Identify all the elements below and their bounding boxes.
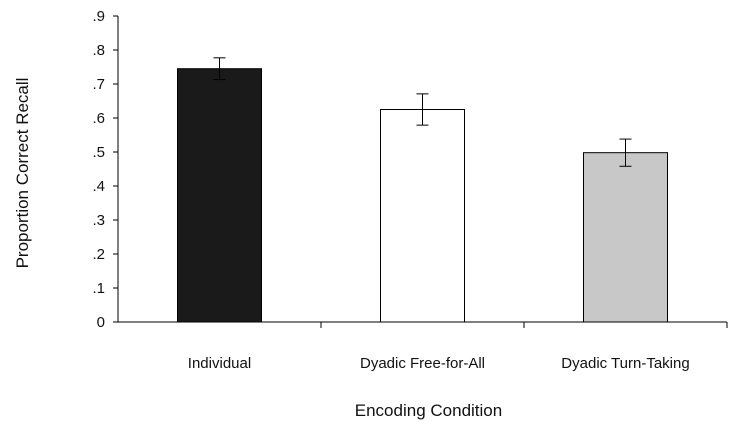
x-category-label: Dyadic Free-for-All bbox=[360, 355, 485, 372]
y-tick-label: 0 bbox=[97, 314, 105, 331]
y-axis-ticks: 0 .1 .2 .3 .4 .5 .6 .7 .8 .9 bbox=[92, 8, 118, 331]
y-tick-label: .6 bbox=[92, 110, 105, 127]
y-tick-label: .1 bbox=[92, 280, 105, 297]
y-tick-label: .9 bbox=[92, 8, 105, 25]
error-bars bbox=[213, 57, 632, 167]
y-tick-label: .7 bbox=[92, 76, 105, 93]
x-category-label: Individual bbox=[188, 355, 251, 372]
y-axis-title: Proportion Correct Recall bbox=[13, 78, 32, 269]
bar bbox=[380, 109, 465, 323]
y-tick-label: .4 bbox=[92, 178, 105, 195]
y-tick-label: .5 bbox=[92, 144, 105, 161]
y-tick-label: .2 bbox=[92, 246, 105, 263]
bars bbox=[177, 68, 728, 328]
x-axis-category-labels: Individual Dyadic Free-for-All Dyadic Turn… bbox=[188, 355, 690, 372]
x-category-label: Dyadic Turn-Taking bbox=[561, 355, 689, 372]
x-axis-title: Encoding Condition bbox=[355, 401, 502, 420]
bar bbox=[583, 152, 668, 323]
y-tick-label: .3 bbox=[92, 212, 105, 229]
y-tick-label: .8 bbox=[92, 42, 105, 59]
bar bbox=[177, 68, 262, 323]
